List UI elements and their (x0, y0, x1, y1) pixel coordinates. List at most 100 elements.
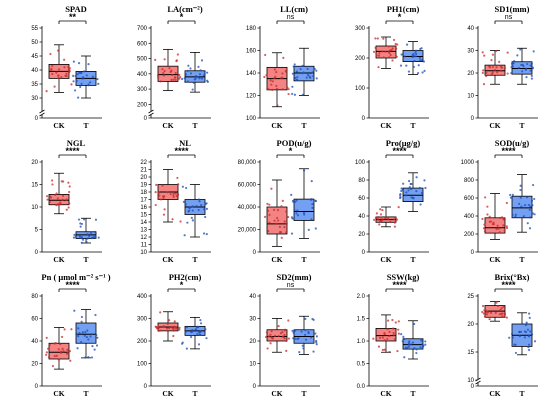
data-point (157, 197, 160, 200)
data-point (518, 335, 521, 338)
data-point (505, 226, 509, 230)
data-point (372, 50, 376, 53)
data-point (530, 74, 533, 77)
data-point (51, 72, 54, 76)
y-tick-label: 100 (246, 116, 257, 122)
y-tick-label: 0 (144, 384, 148, 390)
data-point (198, 77, 201, 80)
data-point (510, 62, 514, 65)
data-point (188, 206, 192, 209)
data-point (510, 72, 513, 75)
data-point (296, 214, 300, 217)
data-point (190, 335, 193, 339)
y-tick-label: 600 (137, 41, 148, 47)
data-point (80, 82, 83, 85)
data-point (304, 317, 307, 320)
x-category-label: CK (380, 389, 391, 398)
data-point (189, 72, 193, 75)
significance-label: ns (287, 282, 295, 289)
data-point (309, 198, 313, 201)
data-point (491, 71, 494, 74)
data-point (94, 313, 97, 317)
data-point (415, 351, 418, 355)
data-point (495, 66, 498, 69)
data-point (481, 51, 484, 54)
data-point (194, 74, 198, 78)
significance-label: **** (392, 280, 407, 290)
data-point (86, 329, 89, 332)
data-point (485, 71, 488, 74)
y-tick-label: 40 (249, 294, 256, 300)
data-point (499, 69, 502, 72)
data-point (501, 315, 504, 318)
y-tick-label: 300 (355, 26, 366, 32)
data-point (177, 183, 180, 186)
data-point (519, 184, 522, 187)
data-point (78, 235, 81, 238)
data-point (513, 60, 516, 63)
data-point (381, 50, 384, 53)
data-point (374, 46, 377, 49)
data-point (59, 202, 62, 206)
data-point (67, 66, 70, 69)
data-point (510, 332, 514, 336)
x-category-label: T (410, 255, 415, 264)
data-point (172, 195, 175, 199)
data-point (176, 176, 179, 180)
data-point (304, 333, 307, 336)
data-point (393, 221, 396, 224)
data-point (301, 344, 304, 347)
y-tick-label: 0 (35, 116, 39, 122)
data-point (294, 329, 297, 332)
x-category-label: CK (162, 389, 173, 398)
x-category-label: CK (53, 389, 64, 398)
data-point (94, 218, 98, 221)
data-point (405, 64, 408, 67)
data-point (266, 87, 269, 90)
data-point (154, 203, 157, 207)
data-point (79, 225, 82, 228)
significance-label: ** (69, 12, 77, 22)
data-point (183, 234, 186, 237)
data-point (84, 356, 87, 359)
data-point (155, 183, 158, 186)
data-point (53, 342, 56, 345)
data-point (489, 311, 493, 315)
data-point (77, 218, 81, 221)
data-point (174, 78, 177, 82)
data-point (283, 333, 286, 337)
data-point (420, 47, 423, 50)
data-point (63, 58, 66, 61)
data-point (273, 334, 277, 338)
data-point (523, 204, 527, 207)
data-point (302, 347, 305, 350)
data-point (68, 69, 71, 72)
data-point (374, 37, 377, 40)
data-point (285, 210, 288, 213)
data-point (391, 59, 394, 62)
data-point (529, 330, 532, 333)
data-point (496, 304, 499, 308)
y-tick-label: 0 (253, 250, 257, 256)
data-point (292, 65, 295, 68)
y-tick-label: 0 (253, 384, 257, 390)
data-point (93, 348, 96, 351)
data-point (413, 55, 416, 58)
y-tick-label: 13 (140, 228, 147, 234)
axis-break-mark (148, 112, 154, 117)
data-point (83, 334, 86, 337)
y-tick-label: 40 (358, 214, 365, 220)
data-point (190, 216, 193, 219)
data-point (80, 341, 83, 344)
data-point (528, 208, 531, 212)
data-point (57, 348, 60, 351)
data-point (393, 225, 397, 228)
data-point (506, 51, 509, 54)
data-point (281, 330, 284, 334)
data-point (483, 315, 487, 318)
data-point (55, 71, 58, 74)
data-point (417, 64, 420, 67)
data-point (408, 340, 411, 343)
y-tick-label: 1.0 (357, 339, 366, 345)
data-point (51, 179, 54, 182)
